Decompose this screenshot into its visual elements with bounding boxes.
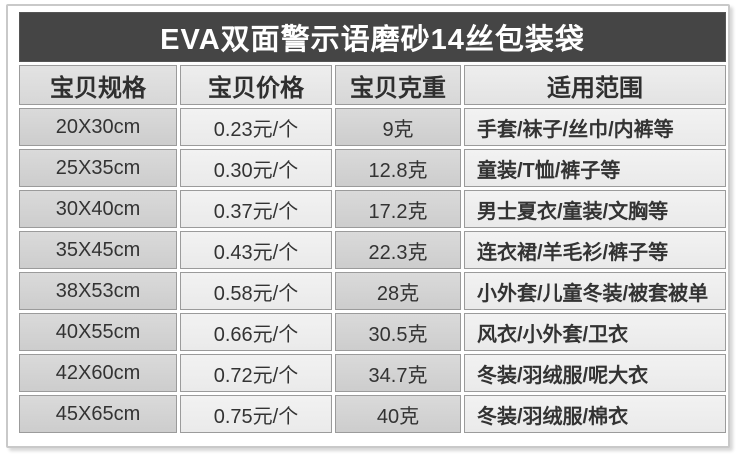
column-header-usage: 适用范围 — [464, 65, 727, 105]
table-row: 20X30cm 0.23元/个 9克 手套/袜子/丝巾/内裤等 — [19, 108, 727, 146]
spec-cell: 25X35cm — [19, 149, 177, 187]
usage-cell: 童装/T恤/裤子等 — [464, 149, 727, 187]
price-cell: 0.66元/个 — [180, 313, 332, 351]
spec-cell: 45X65cm — [19, 395, 177, 433]
weight-cell: 30.5克 — [335, 313, 461, 351]
price-cell: 0.72元/个 — [180, 354, 332, 392]
title-row: EVA双面警示语磨砂14丝包装袋 — [19, 12, 727, 62]
table-row: 45X65cm 0.75元/个 40克 冬装/羽绒服/棉衣 — [19, 395, 727, 433]
weight-cell: 34.7克 — [335, 354, 461, 392]
usage-cell: 冬装/羽绒服/棉衣 — [464, 395, 727, 433]
table-row: 40X55cm 0.66元/个 30.5克 风衣/小外套/卫衣 — [19, 313, 727, 351]
product-spec-table: EVA双面警示语磨砂14丝包装袋 宝贝规格 宝贝价格 宝贝克重 适用范围 20X… — [16, 9, 729, 436]
usage-cell: 手套/袜子/丝巾/内裤等 — [464, 108, 727, 146]
spec-cell: 40X55cm — [19, 313, 177, 351]
spec-cell: 38X53cm — [19, 272, 177, 310]
weight-cell: 9克 — [335, 108, 461, 146]
weight-cell: 40克 — [335, 395, 461, 433]
price-cell: 0.58元/个 — [180, 272, 332, 310]
table-row: 38X53cm 0.58元/个 28克 小外套/儿童冬装/被套被单 — [19, 272, 727, 310]
table-row: 35X45cm 0.43元/个 22.3克 连衣裙/羊毛衫/裤子等 — [19, 231, 727, 269]
spec-cell: 35X45cm — [19, 231, 177, 269]
table-title: EVA双面警示语磨砂14丝包装袋 — [19, 12, 727, 62]
table-row: 30X40cm 0.37元/个 17.2克 男士夏衣/童装/文胸等 — [19, 190, 727, 228]
usage-cell: 小外套/儿童冬装/被套被单 — [464, 272, 727, 310]
spec-cell: 30X40cm — [19, 190, 177, 228]
price-cell: 0.37元/个 — [180, 190, 332, 228]
column-header-weight: 宝贝克重 — [335, 65, 461, 105]
table-row: 42X60cm 0.72元/个 34.7克 冬装/羽绒服/呢大衣 — [19, 354, 727, 392]
header-row: 宝贝规格 宝贝价格 宝贝克重 适用范围 — [19, 65, 727, 105]
spec-cell: 20X30cm — [19, 108, 177, 146]
column-header-price: 宝贝价格 — [180, 65, 332, 105]
table-row: 25X35cm 0.30元/个 12.8克 童装/T恤/裤子等 — [19, 149, 727, 187]
weight-cell: 22.3克 — [335, 231, 461, 269]
price-cell: 0.43元/个 — [180, 231, 332, 269]
usage-cell: 冬装/羽绒服/呢大衣 — [464, 354, 727, 392]
price-cell: 0.23元/个 — [180, 108, 332, 146]
usage-cell: 连衣裙/羊毛衫/裤子等 — [464, 231, 727, 269]
weight-cell: 28克 — [335, 272, 461, 310]
usage-cell: 男士夏衣/童装/文胸等 — [464, 190, 727, 228]
price-cell: 0.75元/个 — [180, 395, 332, 433]
weight-cell: 17.2克 — [335, 190, 461, 228]
weight-cell: 12.8克 — [335, 149, 461, 187]
usage-cell: 风衣/小外套/卫衣 — [464, 313, 727, 351]
column-header-spec: 宝贝规格 — [19, 65, 177, 105]
spec-cell: 42X60cm — [19, 354, 177, 392]
price-cell: 0.30元/个 — [180, 149, 332, 187]
